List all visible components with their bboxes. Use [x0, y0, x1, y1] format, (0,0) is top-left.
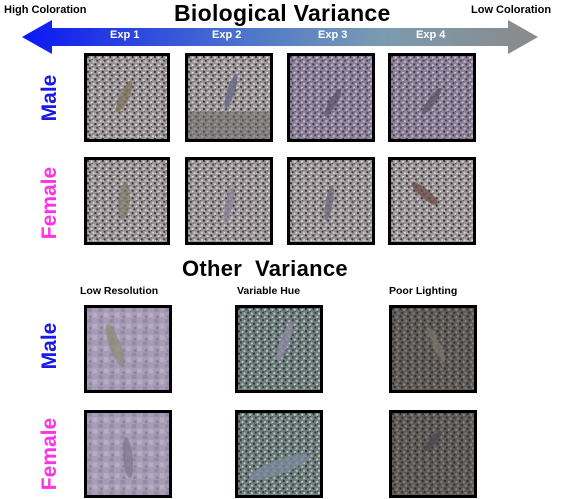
fish-photo-female-variable-hue: [235, 410, 323, 498]
fish-photo-male-exp1: [84, 53, 170, 142]
column-label-poor-lighting: Poor Lighting: [389, 285, 458, 297]
fish-photo-female-exp1: [84, 157, 170, 245]
bio-row-label-male: Male: [38, 74, 61, 122]
bio-row-label-female: Female: [38, 166, 61, 240]
coloration-gradient-arrow: [22, 20, 538, 54]
fish-photo-male-variable-hue: [235, 305, 323, 393]
column-label-variable-hue: Variable Hue: [237, 285, 301, 297]
fish-photo-female-low-resolution: [84, 410, 172, 498]
exp-label-4: Exp 4: [416, 29, 446, 41]
low-coloration-label: Low Coloration: [471, 4, 552, 16]
fish-photo-male-low-resolution: [84, 305, 172, 393]
fish-photo-male-exp3: [287, 53, 375, 142]
column-label-low-resolution: Low Resolution: [80, 285, 159, 297]
exp-label-3: Exp 3: [318, 29, 348, 41]
exp-label-1: Exp 1: [110, 29, 140, 41]
fish-photo-female-poor-lighting: [389, 410, 477, 498]
high-coloration-label: High Coloration: [4, 4, 87, 16]
fish-photo-male-exp4: [388, 53, 476, 142]
exp-label-2: Exp 2: [212, 29, 242, 41]
other-row-label-male: Male: [38, 322, 61, 370]
fish-photo-male-poor-lighting: [389, 305, 477, 393]
other-row-label-female: Female: [38, 417, 61, 491]
biological-variance-title: Biological Variance: [174, 0, 391, 26]
fish-photo-female-exp3: [287, 157, 375, 245]
fish-photo-male-exp2: [185, 53, 273, 142]
fish-photo-female-exp4: [388, 157, 476, 245]
other-variance-title: Other Variance: [182, 256, 348, 281]
fish-photo-female-exp2: [185, 157, 273, 245]
